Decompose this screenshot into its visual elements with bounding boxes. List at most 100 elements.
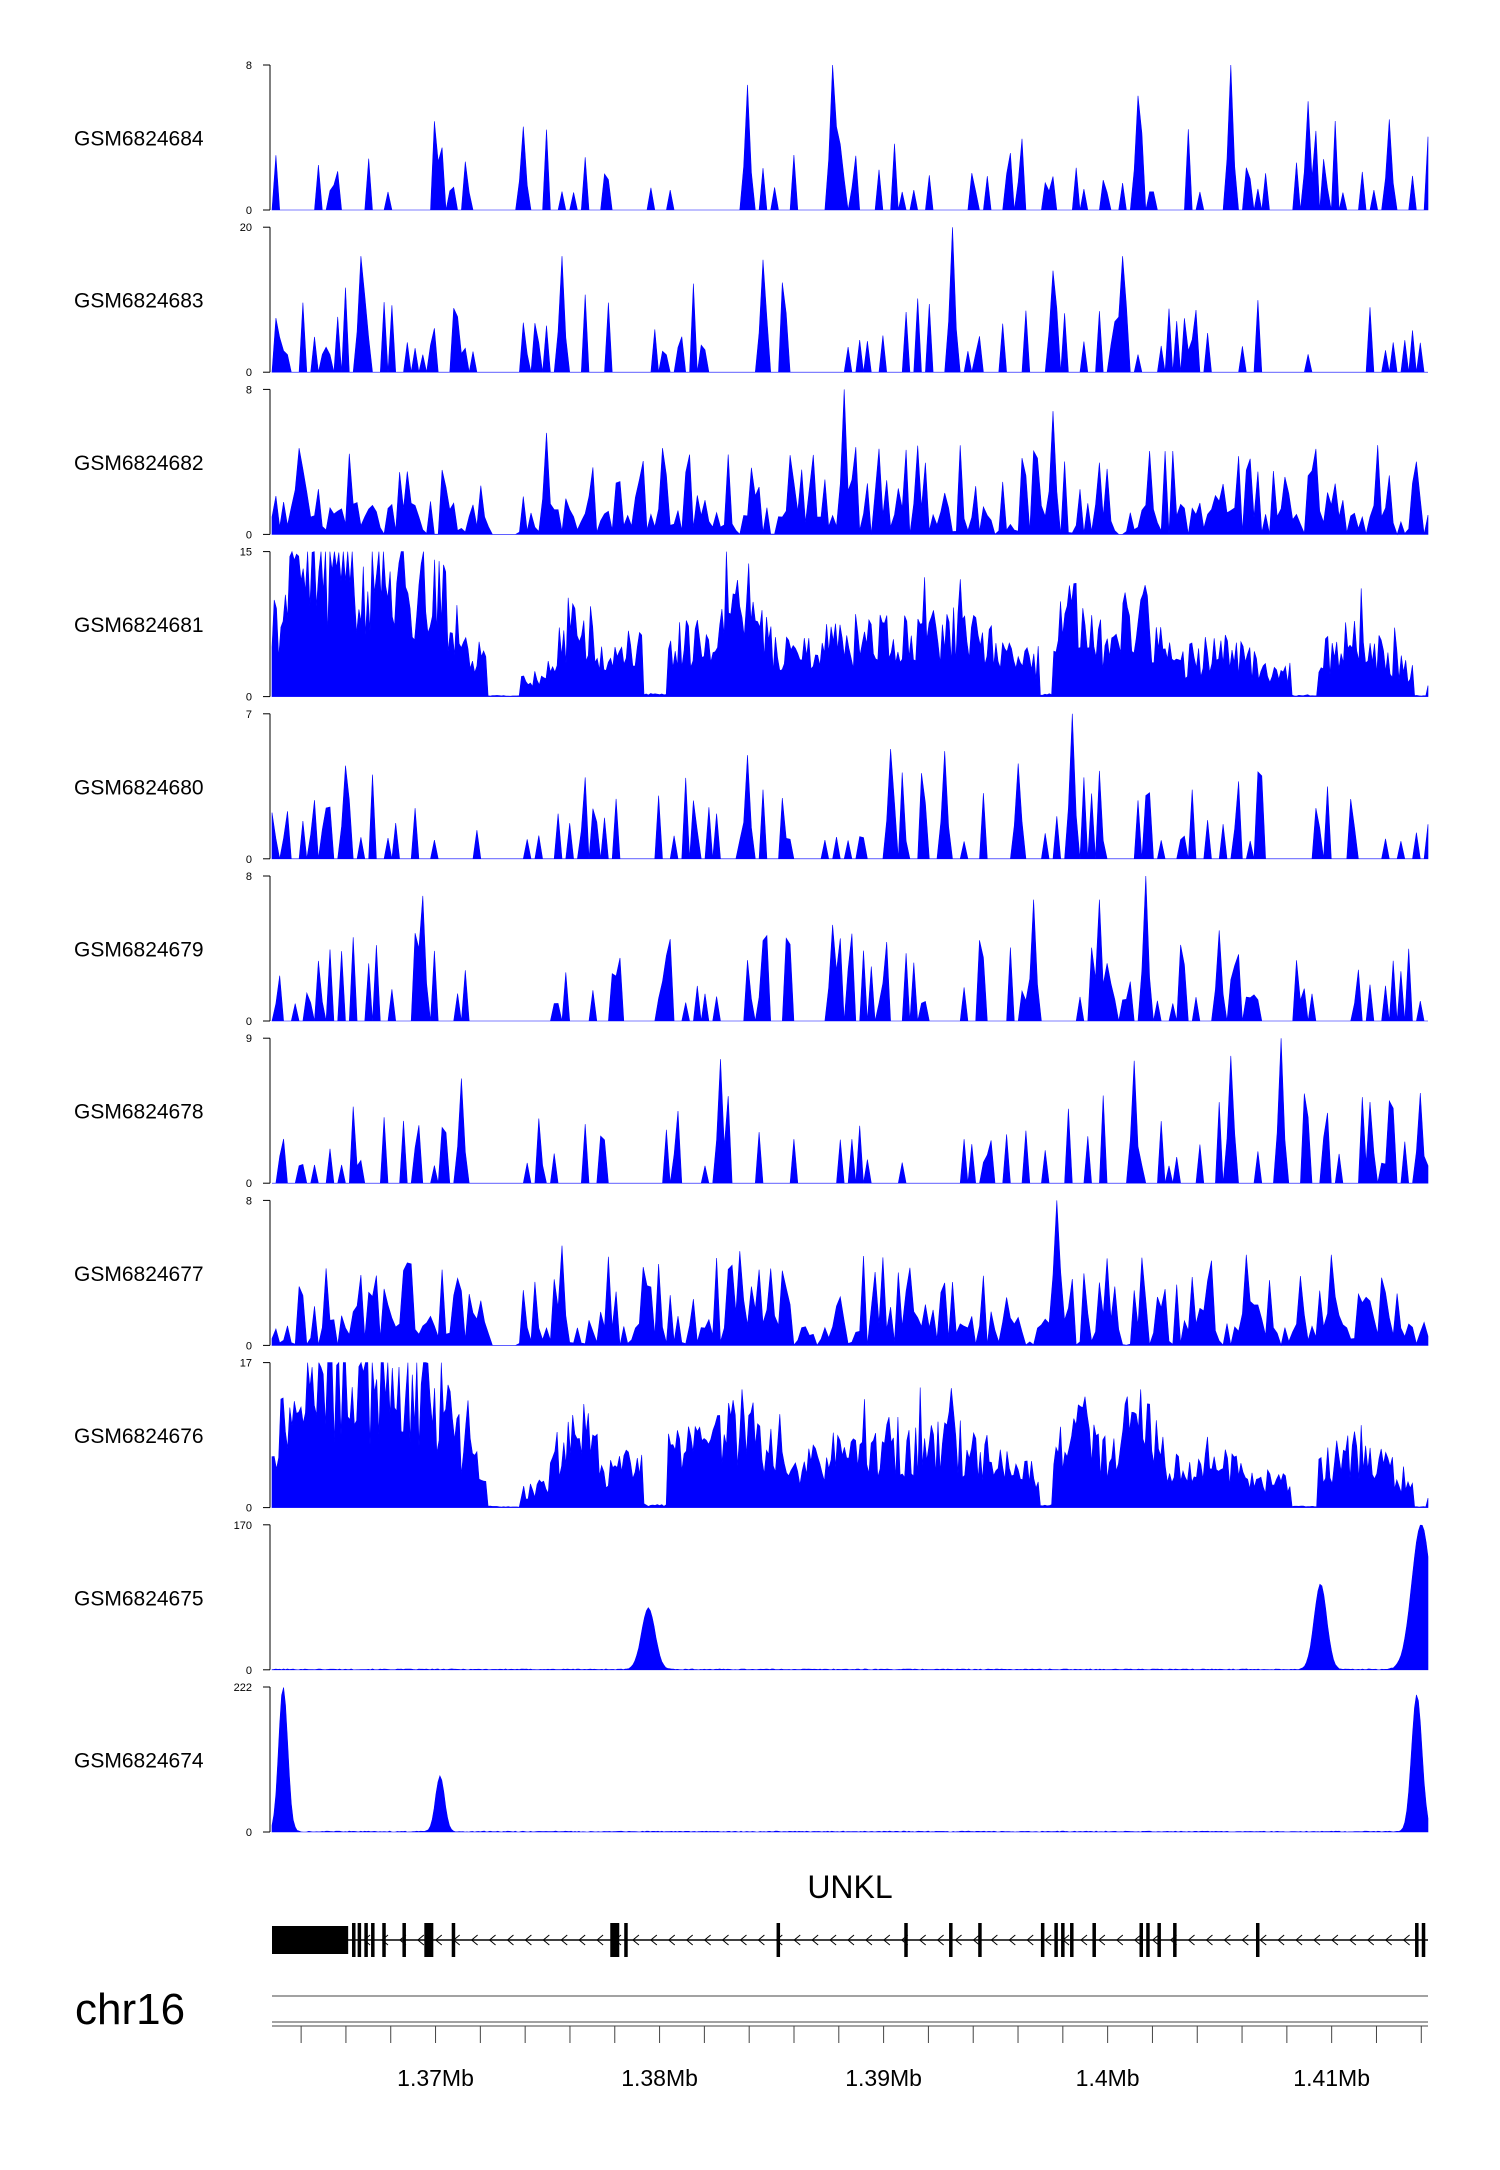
strand-arrow: [1044, 1934, 1052, 1946]
track-label: GSM6824674: [74, 1750, 204, 1773]
track-label: GSM6824675: [74, 1587, 204, 1610]
strand-arrow: [1366, 1934, 1375, 1946]
track-label: GSM6824684: [74, 128, 204, 151]
y-max-label: 15: [240, 547, 252, 559]
gene-exon: [352, 1923, 356, 1957]
strand-arrow: [883, 1934, 891, 1946]
gene-exon: [978, 1923, 982, 1957]
strand-arrow: [1151, 1934, 1160, 1946]
coverage-track: GSM6824680 7 0: [74, 709, 1429, 866]
strand-arrow: [1295, 1934, 1303, 1946]
strand-arrow: [1080, 1934, 1088, 1946]
gene-utr-block: [272, 1926, 349, 1954]
gene-exon: [610, 1923, 620, 1957]
strand-arrow: [1259, 1934, 1267, 1946]
strand-arrow: [1008, 1934, 1016, 1946]
gene-exon: [1092, 1923, 1096, 1957]
gene-model-track: UNKL: [272, 1869, 1428, 1957]
strand-arrow: [793, 1934, 801, 1946]
strand-arrow: [990, 1934, 998, 1946]
y-min-label: 0: [246, 1178, 252, 1190]
strand-arrow: [1313, 1934, 1321, 1946]
coverage-track: GSM6824682 8 0: [74, 384, 1429, 541]
strand-arrow: [1116, 1934, 1124, 1946]
y-min-label: 0: [246, 1340, 252, 1352]
coverage-track: GSM6824675 170 0: [74, 1520, 1429, 1677]
strand-arrow: [1223, 1934, 1231, 1946]
axis-tick-label: 1.41Mb: [1293, 2065, 1370, 2091]
y-max-label: 8: [246, 60, 252, 72]
y-max-label: 170: [234, 1520, 252, 1532]
strand-arrow: [542, 1934, 550, 1946]
gene-exon: [1061, 1923, 1065, 1957]
strand-arrow: [417, 1934, 425, 1946]
track-label: GSM6824677: [74, 1263, 204, 1286]
strand-arrow: [1133, 1934, 1142, 1946]
axis-tick-label: 1.37Mb: [397, 2065, 474, 2091]
gene-exon: [624, 1923, 628, 1957]
strand-arrow: [829, 1934, 837, 1946]
coverage-area: [271, 389, 1429, 536]
genome-axis: chr16 1.37Mb 1.38Mb 1.39Mb 1.4Mb 1.41Mb: [75, 1985, 1428, 2091]
strand-arrow: [1241, 1934, 1249, 1946]
coverage-area: [271, 713, 1429, 860]
axis-tick-label: 1.38Mb: [621, 2065, 698, 2091]
gene-exon: [1040, 1923, 1045, 1957]
coverage-track: GSM6824674 222 0: [74, 1682, 1429, 1839]
strand-arrow: [1349, 1934, 1357, 1946]
strand-arrow: [739, 1934, 747, 1946]
y-max-label: 8: [246, 1195, 252, 1207]
y-max-label: 9: [246, 1033, 252, 1045]
strand-arrow: [488, 1934, 496, 1946]
strand-arrow: [918, 1934, 927, 1946]
y-min-label: 0: [246, 205, 252, 217]
gene-exon: [1054, 1923, 1058, 1957]
gene-exon: [364, 1923, 368, 1957]
coverage-area: [272, 1038, 1429, 1184]
y-min-label: 0: [246, 854, 252, 866]
coverage-track: GSM6824678 9 0: [74, 1033, 1429, 1190]
coverage-area: [271, 1687, 1429, 1833]
gene-exon: [451, 1923, 456, 1957]
strand-arrow: [1402, 1934, 1410, 1946]
strand-arrow: [847, 1934, 855, 1946]
strand-arrow: [1384, 1934, 1392, 1946]
y-max-label: 7: [246, 709, 252, 721]
strand-arrow: [470, 1934, 478, 1946]
strand-arrow: [632, 1934, 640, 1946]
coverage-track: GSM6824677 8 0: [74, 1195, 1429, 1352]
strand-arrow: [506, 1934, 514, 1946]
track-label: GSM6824679: [74, 939, 204, 962]
strand-arrow: [578, 1934, 586, 1946]
coverage-track: GSM6824683 20 0: [74, 222, 1428, 379]
strand-arrow: [524, 1934, 532, 1946]
gene-exon: [371, 1923, 375, 1957]
y-max-label: 17: [240, 1358, 252, 1370]
track-label: GSM6824680: [74, 776, 204, 799]
strand-arrow: [1026, 1934, 1034, 1946]
y-max-label: 8: [246, 384, 252, 396]
strand-arrow: [1277, 1934, 1285, 1946]
coverage-area: [271, 1524, 1429, 1671]
gene-exon: [1146, 1923, 1150, 1957]
strand-arrow: [721, 1934, 729, 1946]
strand-arrow: [1098, 1934, 1106, 1946]
coverage-area: [271, 1200, 1429, 1347]
strand-arrow: [435, 1934, 443, 1946]
gene-exon: [357, 1923, 362, 1957]
strand-arrow: [363, 1934, 371, 1946]
strand-arrow: [560, 1934, 568, 1946]
coverage-track: GSM6824684 8 0: [74, 60, 1429, 217]
y-max-label: 20: [240, 222, 252, 234]
strand-arrow: [1331, 1934, 1339, 1946]
coverage-track: GSM6824679 8 0: [74, 871, 1428, 1028]
strand-arrow: [1205, 1934, 1213, 1946]
gene-exon: [1415, 1923, 1419, 1957]
strand-arrow: [865, 1934, 873, 1946]
chromosome-label: chr16: [75, 1985, 185, 2034]
gene-exon: [949, 1923, 953, 1957]
track-label: GSM6824682: [74, 452, 204, 475]
gene-exon: [1139, 1923, 1143, 1957]
coverage-area: [271, 227, 1428, 373]
